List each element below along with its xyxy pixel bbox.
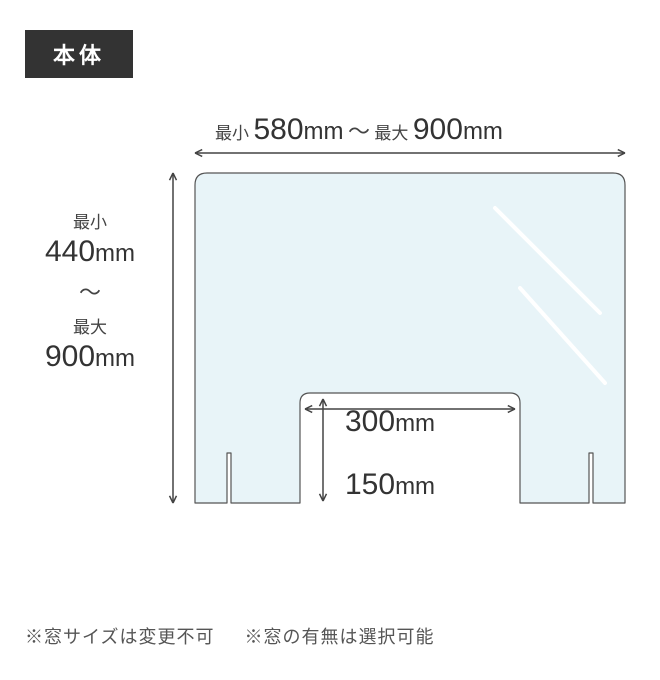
title-text: 本体: [53, 43, 105, 68]
footnote-1: ※窓サイズは変更不可: [25, 627, 214, 647]
diagram-area: 最小 580mm ～ 最大 900mm 最小 440mm ～ 最大 900mm …: [25, 113, 635, 593]
footnote-2: ※窓の有無は選択可能: [244, 627, 434, 647]
diagram-svg: [25, 113, 635, 593]
footnotes-row: ※窓サイズは変更不可 ※窓の有無は選択可能: [25, 623, 635, 649]
title-badge: 本体: [25, 30, 133, 78]
